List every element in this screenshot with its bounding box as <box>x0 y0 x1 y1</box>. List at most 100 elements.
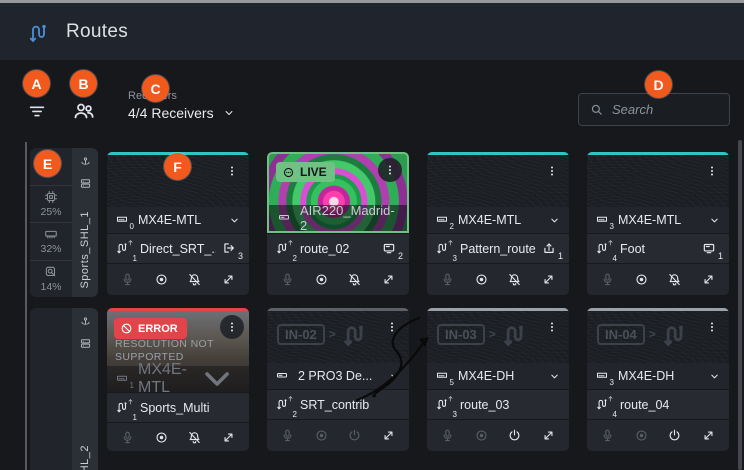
device-name: MX4E-MTL <box>138 213 202 227</box>
mic-icon[interactable] <box>440 272 455 287</box>
search-input[interactable] <box>612 102 719 117</box>
mic-icon[interactable] <box>120 430 135 445</box>
vertical-scrollbar[interactable] <box>738 140 742 470</box>
route-card: 3 MX4E-MTL 4 Foot 1 <box>587 152 729 295</box>
power-icon[interactable] <box>507 428 522 443</box>
notifications-off-icon[interactable] <box>347 272 362 287</box>
mic-icon[interactable] <box>280 272 295 287</box>
cpu-value: 25% <box>40 205 62 218</box>
display-icon <box>381 241 397 255</box>
chevron-down-icon[interactable] <box>193 308 241 451</box>
record-icon[interactable] <box>314 428 329 443</box>
users-icon[interactable] <box>72 99 96 123</box>
card-menu-button[interactable] <box>540 315 564 339</box>
record-icon[interactable] <box>314 272 329 287</box>
route-watermark-icon <box>340 317 368 351</box>
search-box[interactable] <box>578 93 730 126</box>
expand-icon[interactable] <box>701 272 716 287</box>
route-thumbnail: IN-03 > <box>427 311 569 363</box>
route-name: route_04 <box>620 397 670 412</box>
receiver-strip-2[interactable]: Sports_SHL_2 <box>72 308 98 470</box>
card-menu-button[interactable] <box>220 159 244 183</box>
card-menu-button[interactable] <box>380 315 404 339</box>
device-icon <box>275 369 292 383</box>
route-thumbnail <box>587 155 729 207</box>
chevron-down-icon[interactable] <box>228 214 241 227</box>
power-icon[interactable] <box>667 428 682 443</box>
encoder-icon: 2 <box>435 213 454 231</box>
record-icon[interactable] <box>634 272 649 287</box>
chevron-down-icon[interactable] <box>388 370 401 383</box>
encoder-icon: 1 <box>115 372 134 390</box>
kebab-icon <box>705 164 719 178</box>
chevron-down-icon[interactable] <box>708 370 721 383</box>
route-card: ERROR RESOLUTION NOT SUPPORTED 1 MX4E-MT… <box>107 308 249 451</box>
card-menu-button[interactable] <box>378 158 402 182</box>
status-accent-bar <box>427 308 569 311</box>
annotation-badge-f: F <box>164 153 191 180</box>
notifications-off-icon[interactable] <box>667 272 682 287</box>
expand-icon[interactable] <box>541 428 556 443</box>
encoder-icon: 5 <box>435 369 454 387</box>
receiver-name: Sports_SHL_2 <box>79 445 91 470</box>
card-menu-button[interactable] <box>220 315 244 339</box>
device-name: MX4E-DH <box>458 369 515 383</box>
notifications-off-icon[interactable] <box>187 272 202 287</box>
filter-icon[interactable] <box>26 100 48 122</box>
record-icon[interactable] <box>474 272 489 287</box>
outputs-icon <box>221 241 237 255</box>
ban-icon <box>120 322 133 335</box>
route-card: IN-04 > 3 MX4E-DH 4 route_04 <box>587 308 729 451</box>
outputs-badge: 3 <box>221 241 243 261</box>
route-name: Direct_SRT_... <box>140 241 216 256</box>
input-watermark: IN-03 > <box>437 317 528 351</box>
mic-icon[interactable] <box>440 428 455 443</box>
route-row: 1 Sports_Multi <box>107 392 249 423</box>
annotation-badge-e: E <box>34 150 61 177</box>
ingest-icon <box>79 156 92 169</box>
chevron-down-icon[interactable] <box>708 214 721 227</box>
receiver-stats <box>30 308 72 470</box>
expand-icon[interactable] <box>381 272 396 287</box>
server-icon <box>79 337 92 350</box>
card-footer <box>587 264 729 295</box>
route-row: 2 SRT_contrib <box>267 389 409 420</box>
mic-icon[interactable] <box>120 272 135 287</box>
record-icon[interactable] <box>474 428 489 443</box>
chevron-down-icon <box>222 106 236 120</box>
display-badge: 2 <box>381 241 403 261</box>
route-icon: 3 <box>435 239 457 263</box>
route-row: 1 Direct_SRT_... 3 <box>107 233 249 264</box>
chevron-down-icon[interactable] <box>548 214 561 227</box>
record-icon[interactable] <box>154 430 169 445</box>
device-row: 0 MX4E-MTL <box>107 207 249 233</box>
power-icon[interactable] <box>347 428 362 443</box>
mic-icon[interactable] <box>280 428 295 443</box>
status-accent-bar <box>427 152 569 155</box>
chevron-down-icon[interactable] <box>548 370 561 383</box>
error-message: RESOLUTION NOT SUPPORTED <box>115 338 214 363</box>
live-icon <box>282 166 295 179</box>
expand-icon[interactable] <box>221 272 236 287</box>
memory-stat: 32% <box>30 222 72 260</box>
encoder-icon: 3 <box>595 213 614 231</box>
expand-icon[interactable] <box>381 428 396 443</box>
display-icon <box>701 241 717 255</box>
mic-icon[interactable] <box>600 428 615 443</box>
mic-icon[interactable] <box>600 272 615 287</box>
route-row: 4 Foot 1 <box>587 233 729 264</box>
route-card: IN-02 > 2 PRO3 De... 2 SRT_contrib <box>267 308 409 451</box>
receiver-name: Sports_SHL_1 <box>79 211 91 289</box>
card-menu-button[interactable] <box>540 159 564 183</box>
receiver-strip-1[interactable]: Sports_SHL_1 <box>72 148 98 297</box>
expand-icon[interactable] <box>701 428 716 443</box>
record-icon[interactable] <box>634 428 649 443</box>
record-icon[interactable] <box>154 272 169 287</box>
device-row: 2 PRO3 De... <box>267 363 409 389</box>
notifications-off-icon[interactable] <box>507 272 522 287</box>
card-footer <box>267 264 409 295</box>
card-menu-button[interactable] <box>700 315 724 339</box>
card-menu-button[interactable] <box>700 159 724 183</box>
encoder-icon: 3 <box>595 369 614 387</box>
expand-icon[interactable] <box>541 272 556 287</box>
